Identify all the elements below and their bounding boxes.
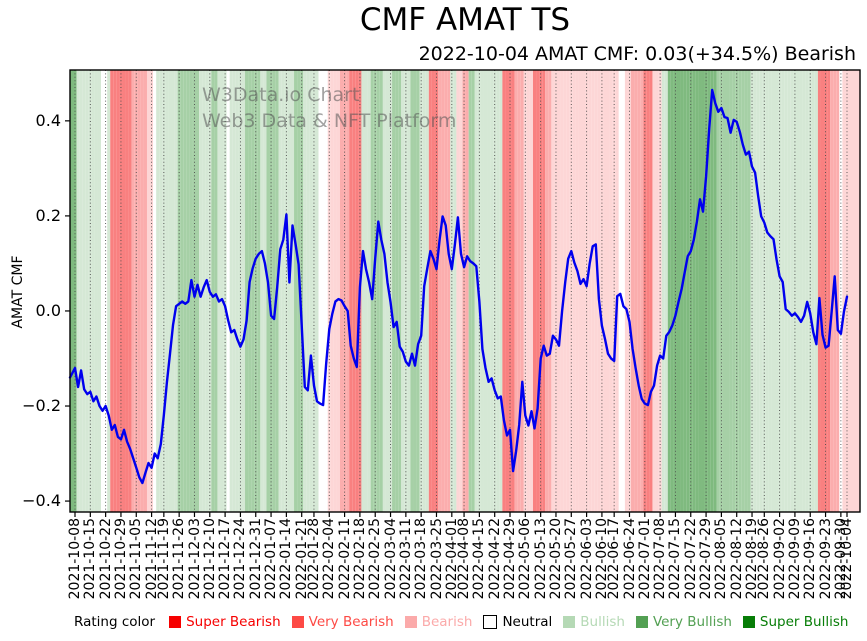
x-tick-label: 2022-04-08 [456,518,473,600]
x-tick-label: 2022-05-20 [548,518,564,600]
legend-item-label: Very Bullish [652,614,732,630]
legend-swatch-icon [404,616,417,628]
legend-swatch-icon [483,615,498,629]
legend-swatch-icon [742,616,755,628]
x-tick-label: 2022-07-29 [698,518,715,600]
y-tick-label: 0.0 [35,301,61,320]
legend-swatch-icon [169,616,182,628]
x-tick-label: 2022-03-11 [397,518,414,600]
x-tick-label: 2022-04-29 [502,518,518,600]
x-tick-label: 2022-01-14 [278,518,295,600]
x-tick-label: 2021-10-15 [82,518,99,600]
x-tick-label: 2022-05-13 [532,518,549,600]
x-tick-label: 2022-09-02 [771,518,788,600]
x-tick-label: 2022-02-11 [336,518,353,600]
x-tick-label: 2021-12-31 [247,518,264,600]
cmf-series-line [68,88,849,485]
legend-swatch-icon [291,616,304,628]
legend-item-label: Bearish [421,614,473,630]
x-tick-label: 2022-07-15 [667,518,684,600]
legend-item-bullish: Bullish [563,614,625,630]
legend-item-neutral: Neutral [483,614,552,630]
x-tick-label: 2022-04-15 [471,518,488,600]
x-tick-label: 2022-02-04 [321,518,338,600]
y-tick-label: 0.2 [35,205,61,225]
legend-item-very-bearish: Very Bearish [291,614,394,630]
legend-item-label: Super Bullish [759,614,849,630]
y-tick-label: −0.4 [22,491,61,511]
legend-item-super-bearish: Super Bearish [169,614,281,630]
legend-item-label: Bullish [580,614,625,630]
x-tick-label: 2021-10-22 [97,518,114,600]
x-tick-label: 2022-08-26 [756,518,773,600]
x-tick-label: 2021-12-17 [217,518,234,600]
x-tick-label: 2022-06-17 [606,518,623,600]
x-tick-label: 2022-07-22 [682,518,699,600]
x-tick-label: 2022-09-09 [786,518,803,600]
legend-swatch-icon [635,616,648,628]
x-tick-label: 2022-06-24 [621,518,638,600]
x-tick-label: 2022-05-27 [563,518,580,600]
legend-item-label: Neutral [502,614,553,630]
x-tick-label: 2021-10-29 [113,518,129,600]
x-tick-label: 2021-12-10 [201,518,218,600]
legend-item-label: Super Bearish [186,614,281,630]
x-tick-label: 2022-03-04 [382,518,399,600]
x-tick-label: 2022-02-25 [367,518,384,600]
x-tick-label: 2021-11-19 [155,518,172,600]
x-tick-label: 2022-09-23 [817,518,834,600]
y-axis-ticks [65,120,70,502]
x-tick-label: 2022-03-25 [428,518,445,600]
legend-item-very-bullish: Very Bullish [635,614,732,630]
x-tick-label: 2022-03-18 [413,518,430,600]
legend-item-super-bullish: Super Bullish [742,614,849,630]
legend: Rating color Super Bearish Very Bearish Be… [74,611,848,633]
x-tick-label: 2021-12-03 [186,518,203,600]
x-tick-label: 2022-01-28 [306,518,322,600]
x-tick-label: 2021-11-05 [128,518,145,600]
x-axis-ticks [74,512,848,517]
x-tick-label: 2022-05-06 [517,518,534,600]
legend-swatch-icon [563,616,576,628]
y-tick-label: −0.2 [22,396,61,415]
x-tick-label: 2021-10-08 [67,518,83,600]
x-tick-label: 2022-10-04 [839,518,855,600]
legend-title: Rating color [74,614,156,630]
x-tick-label: 2022-09-16 [802,518,819,600]
x-tick-label: 2022-08-05 [713,518,730,600]
x-tick-label: 2021-12-24 [232,518,249,600]
chart-title: CMF AMAT TS [359,2,571,38]
x-tick-label: 2022-08-12 [728,518,745,600]
x-tick-label: 2022-01-07 [263,518,280,600]
x-tick-label: 2022-07-08 [652,518,669,600]
plot-border [69,69,861,513]
x-tick-label: 2022-06-03 [578,518,595,600]
y-tick-label: 0.4 [35,110,61,130]
x-tick-label: 2022-07-01 [636,518,653,600]
legend-item-bearish: Bearish [404,614,473,630]
x-tick-label: 2022-02-18 [351,518,368,600]
x-tick-label: 2021-11-26 [171,518,188,600]
chart-subtitle: 2022-10-04 AMAT CMF: 0.03(+34.5%) Bearis… [418,43,856,65]
legend-item-label: Very Bearish [308,614,394,630]
x-tick-label: 2022-04-22 [486,518,503,600]
